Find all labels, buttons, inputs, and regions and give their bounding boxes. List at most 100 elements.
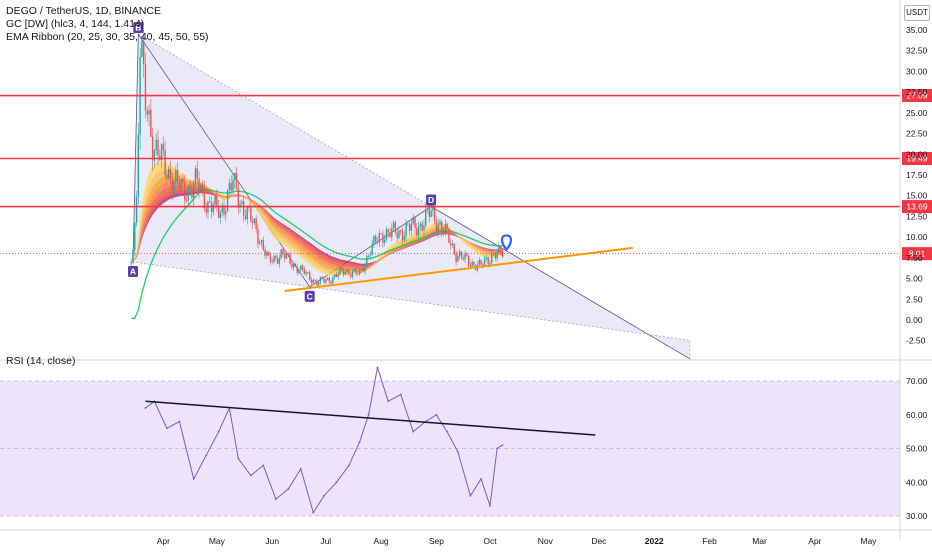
levels-layer: 27.09 19.49 13.69 8.01 xyxy=(0,89,932,261)
candle-body xyxy=(367,255,370,257)
candle-body xyxy=(376,241,379,243)
candle-body xyxy=(178,182,181,190)
candle-body xyxy=(269,255,272,262)
candle-body xyxy=(473,261,475,266)
candle-body xyxy=(321,277,323,279)
candle-body xyxy=(225,211,227,215)
candle-body xyxy=(489,263,491,265)
rsi-point xyxy=(367,413,370,416)
pattern-point-label: B xyxy=(135,23,141,33)
ema-ribbon-band xyxy=(131,188,503,268)
candle-body xyxy=(469,265,472,267)
rsi-axis-tick: 60.00 xyxy=(906,410,928,420)
candle-body xyxy=(276,258,279,264)
candle-body xyxy=(439,221,441,225)
pattern-point-d: D xyxy=(426,194,437,206)
rsi-point xyxy=(376,366,379,369)
price-axis-tick: 20.00 xyxy=(906,149,928,159)
rsi-point xyxy=(489,504,491,507)
rsi-axis-tick: 70.00 xyxy=(906,376,928,386)
candle-body xyxy=(182,178,184,183)
level-price-tag xyxy=(902,200,932,214)
rsi-point xyxy=(192,477,195,480)
level-price-label: 19.49 xyxy=(906,154,928,164)
price-axis-tick: 32.50 xyxy=(906,46,928,56)
candle-body xyxy=(230,183,232,191)
rsi-axis-tick: 40.00 xyxy=(906,477,928,487)
location-pin-icon xyxy=(500,234,513,252)
candle-body xyxy=(157,139,159,156)
candle-body xyxy=(410,223,413,231)
rsi-trendline xyxy=(145,400,596,436)
rsi-point xyxy=(446,430,449,433)
currency-button[interactable]: USDT xyxy=(904,5,930,21)
ema-ribbon-band xyxy=(131,190,503,266)
candle-body xyxy=(432,206,434,211)
candle-body xyxy=(226,190,229,212)
candle-body xyxy=(451,243,454,246)
candle-body xyxy=(430,210,432,217)
candle-body xyxy=(405,223,407,237)
candle-body xyxy=(164,150,166,175)
candle-body xyxy=(398,230,400,238)
triangle-pattern-layer xyxy=(132,32,691,360)
price-axis-tick: 10.00 xyxy=(906,232,928,242)
rsi-point xyxy=(237,457,240,460)
candle-body xyxy=(364,265,366,272)
price-axis-tick: 15.00 xyxy=(906,191,928,201)
candle-body xyxy=(396,232,398,238)
candle-body xyxy=(442,231,445,233)
candle-body xyxy=(416,227,418,236)
rsi-point xyxy=(335,481,338,484)
candle-body xyxy=(260,240,263,243)
candle-body xyxy=(184,182,186,201)
candle-body xyxy=(150,109,152,137)
header-ema-ribbon: EMA Ribbon (20, 25, 30, 35, 40, 45, 50, … xyxy=(6,31,209,43)
candle-body xyxy=(294,263,297,267)
candle-body xyxy=(201,184,204,189)
candle-body xyxy=(400,230,402,232)
candle-body xyxy=(234,172,236,181)
candle-body xyxy=(271,261,273,263)
candle-body xyxy=(203,188,206,209)
candle-body xyxy=(328,277,331,282)
candle-body xyxy=(362,268,364,272)
pattern-point-label: A xyxy=(130,267,136,277)
candle-body xyxy=(344,271,347,275)
candle-body xyxy=(480,259,482,265)
candle-body xyxy=(350,274,352,277)
candle-body xyxy=(267,252,270,256)
candle-body xyxy=(187,186,190,201)
rsi-point xyxy=(456,450,459,453)
candle-body xyxy=(437,224,439,233)
rsi-legend: RSI (14, close) xyxy=(6,355,76,367)
candle-body xyxy=(285,253,288,259)
candle-body xyxy=(241,201,243,204)
candle-body xyxy=(314,279,316,281)
candle-body xyxy=(333,274,336,278)
time-axis-tick: Oct xyxy=(483,536,497,546)
pattern-point-box xyxy=(127,266,138,277)
candle-body xyxy=(257,229,259,244)
candle-body xyxy=(223,205,225,215)
time-axis-tick: May xyxy=(209,536,226,546)
rsi-point xyxy=(249,474,252,477)
candle-body xyxy=(423,225,425,231)
rsi-point xyxy=(262,464,265,467)
support-trendline xyxy=(284,246,633,292)
candle-body xyxy=(298,270,300,273)
candle-body xyxy=(419,223,422,227)
candle-body xyxy=(501,251,504,257)
time-axis-tick: Apr xyxy=(808,536,821,546)
candle-body xyxy=(282,249,284,255)
candle-body xyxy=(275,255,277,259)
candle-body xyxy=(392,222,395,229)
candle-body xyxy=(332,277,334,284)
candle-body xyxy=(194,168,197,184)
rsi-point xyxy=(480,477,482,480)
candle-body xyxy=(383,239,386,243)
candle-body xyxy=(408,224,411,231)
candle-body xyxy=(180,178,182,190)
candle-body xyxy=(500,245,502,252)
pattern-point-label: C xyxy=(307,291,313,301)
